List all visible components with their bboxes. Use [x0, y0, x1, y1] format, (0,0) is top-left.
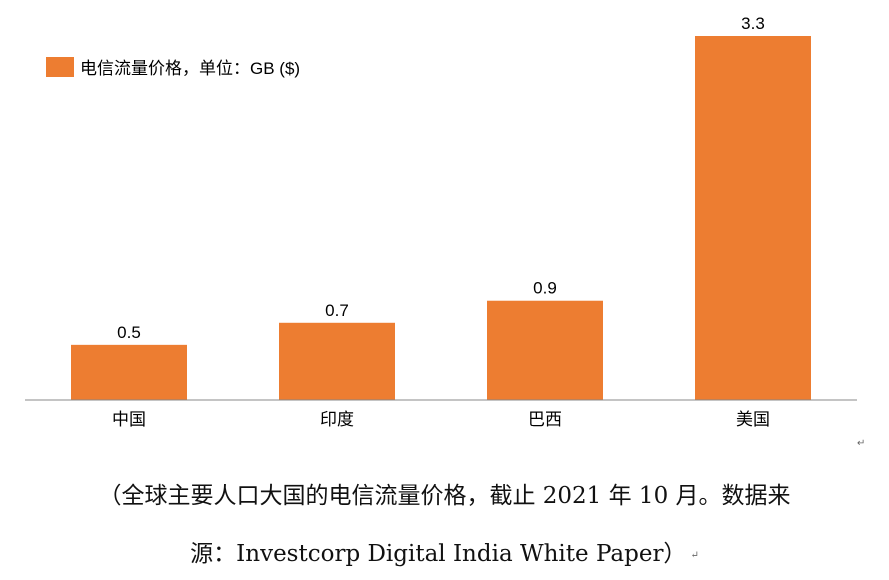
data-label-2: 0.7: [325, 301, 349, 320]
caption-line-2: 源：Investcorp Digital India White Paper） ↵: [0, 534, 889, 568]
legend-swatch: [46, 57, 74, 77]
category-label-4: 美国: [736, 410, 770, 430]
caption-text-2: 源：Investcorp Digital India White Paper）: [190, 541, 687, 567]
bar-3: [487, 300, 603, 400]
data-label-4: 3.3: [741, 14, 765, 33]
caption-line-1: （全球主要人口大国的电信流量价格，截止 2021 年 10 月。数据来: [0, 476, 889, 510]
category-label-1: 中国: [112, 410, 146, 430]
bar-4: [695, 36, 811, 400]
bar-chart: 电信流量价格，单位：GB ($) 0.5 中国 0.7 印度 0.9 巴西 3.3 美国: [25, 14, 857, 430]
caption-text-1: （全球主要人口大国的电信流量价格，截止 2021 年 10 月。数据来: [98, 483, 791, 509]
data-label-3: 0.9: [533, 279, 557, 298]
paragraph-return-mark: ↵: [857, 438, 866, 449]
category-label-2: 印度: [320, 410, 354, 430]
data-label-1: 0.5: [117, 323, 141, 342]
bar-1: [71, 344, 187, 400]
bar-2: [279, 322, 395, 400]
caption-return-mark: ↵: [690, 549, 699, 561]
legend-label: 电信流量价格，单位：GB ($): [80, 59, 300, 78]
category-label-3: 巴西: [528, 410, 562, 430]
